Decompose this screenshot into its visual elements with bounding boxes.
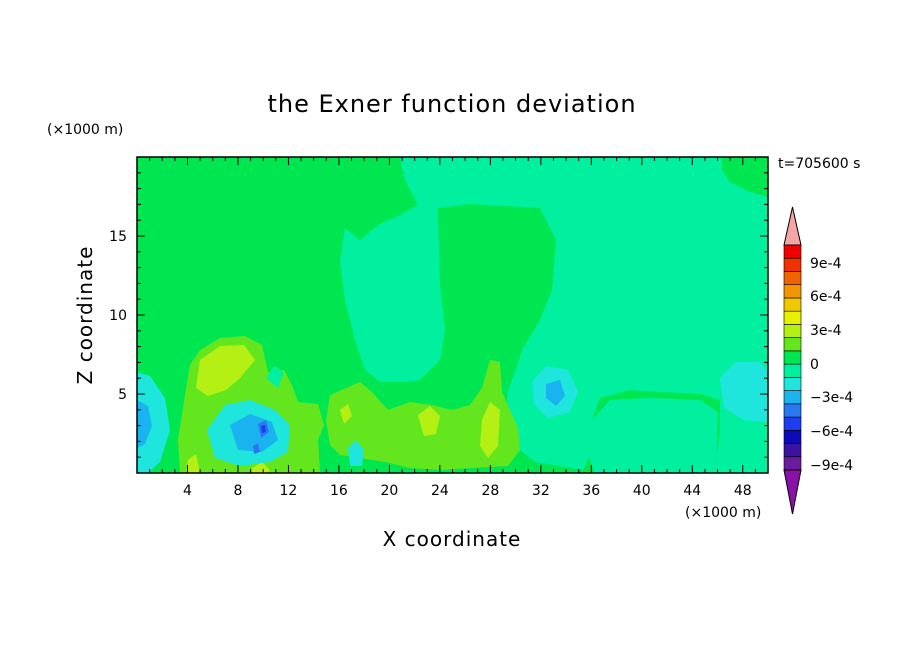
contour-region-0-1e-4 [722,157,768,197]
colorbar-swatch [783,443,802,458]
x-axis-label: X coordinate [383,527,522,551]
colorbar-tick-label: −9e-4 [810,458,853,474]
colorbar-swatch [783,429,802,444]
colorbar-swatch [783,377,802,391]
colorbar-swatch [783,350,802,365]
contour-region-2e-4-3e-4 [340,404,352,424]
y-tick-label: 10 [109,308,127,324]
contour-region-neg1e-4-0 [266,366,284,388]
y-tick-label: 15 [109,229,127,245]
x-tick-label: 44 [683,483,701,499]
time-label: t=705600 s [778,156,860,172]
x-tick-label: 36 [582,483,600,499]
contour-region-2e-4-3e-4 [186,454,200,473]
colorbar-swatch [783,324,802,338]
x-tick-label: 8 [233,483,242,499]
contour-region-neg5e-4-neg3e-4 [253,443,260,454]
colorbar-swatch [783,257,802,272]
x-tick-label: 24 [431,483,449,499]
x-tick-label: 32 [532,483,550,499]
contour-region-2e-4-3e-4 [480,402,500,458]
colorbar-swatch [783,310,802,325]
contour-region-neg2e-4-neg1e-4 [720,362,768,422]
contour-plot-area [137,157,768,473]
colorbar-swatch [783,284,802,299]
colorbar-swatch [783,390,802,405]
colorbar: 9e-4 6e-4 3e-4 0 −3e-4 −6e-4 −9e-4 [783,206,853,515]
x-tick-label: 28 [481,483,499,499]
colorbar-tick-label: 9e-4 [810,256,842,272]
x-tick-label: 48 [734,483,752,499]
contour-region-2e-4-3e-4 [418,406,440,436]
contour-region-neg7e-4-neg5e-4 [261,425,266,433]
colorbar-swatch [783,244,802,259]
x-tick-label: 20 [380,483,398,499]
colorbar-tick-label: 0 [810,357,819,373]
x-tick-label: 40 [633,483,651,499]
colorbar-swatch [783,403,802,418]
colorbar-over-triangle [783,206,802,246]
colorbar-under-triangle [783,469,802,515]
contour-region-neg2e-4-neg1e-4 [137,372,170,473]
contour-region-0-1e-4 [137,205,160,270]
contour-region-2e-4-3e-4 [252,462,270,473]
colorbar-tick-label: −3e-4 [810,390,853,406]
y-tick-label: 5 [118,387,127,403]
colorbar-swatch [783,363,802,378]
colorbar-tick-label: −6e-4 [810,424,853,440]
contour-region-neg3e-4-neg2e-4 [137,400,152,448]
colorbar-swatch [783,456,802,471]
x-tick-label: 16 [330,483,348,499]
x-tick-label: 12 [280,483,298,499]
colorbar-swatch [783,271,802,286]
x-tick-label: 4 [183,483,192,499]
x-axis: 4 8 12 16 20 24 28 32 36 40 44 48 [149,157,756,499]
colorbar-tick-label: 6e-4 [810,289,842,305]
colorbar-swatch [783,297,802,312]
y-unit-label: (×1000 m) [47,122,123,138]
contour-region-neg1e-4-0 [583,398,718,473]
contour-region-neg2e-4-neg1e-4 [348,440,364,466]
contour-region-neg3e-4-neg2e-4 [546,380,565,406]
chart-title: the Exner function deviation [267,90,636,118]
colorbar-tick-label: 3e-4 [810,323,842,339]
contour-region-2e-4-3e-4 [196,345,255,396]
colorbar-swatch [783,337,802,352]
y-axis-label: Z coordinate [73,246,97,385]
colorbar-swatch [783,416,802,431]
y-axis: 5 10 15 [109,172,768,458]
x-unit-label: (×1000 m) [685,505,761,521]
